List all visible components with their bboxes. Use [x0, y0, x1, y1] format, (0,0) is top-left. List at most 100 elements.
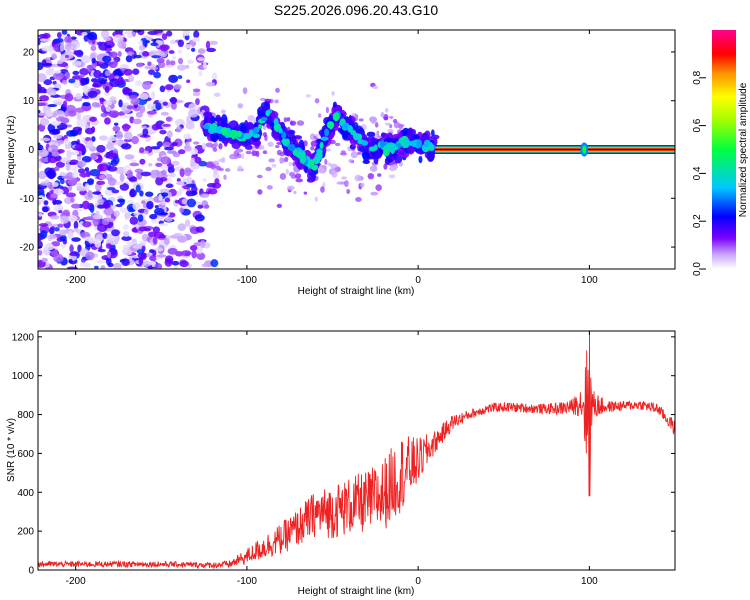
noise-blob — [56, 59, 64, 65]
noise-blob — [62, 209, 71, 217]
noise-blob — [176, 64, 187, 71]
noise-blob — [67, 110, 77, 117]
noise-blob — [150, 42, 159, 47]
signal-peak — [311, 164, 319, 171]
noise-blob — [53, 253, 64, 263]
noise-blob — [177, 75, 183, 80]
noise-blob — [132, 202, 141, 211]
noise-blob — [63, 138, 70, 145]
noise-blob — [61, 175, 73, 179]
noise-blob — [75, 107, 85, 113]
noise-blob — [54, 166, 60, 172]
noise-blob — [119, 173, 125, 182]
noise-blob — [139, 190, 144, 197]
noise-blob — [53, 188, 64, 196]
noise-blob — [103, 200, 110, 209]
noise-blob — [275, 87, 280, 93]
noise-blob — [233, 150, 237, 154]
noise-blob — [98, 135, 108, 141]
noise-blob — [121, 124, 131, 130]
noise-blob — [138, 257, 144, 265]
noise-blob — [196, 252, 206, 261]
noise-blob — [372, 85, 379, 90]
noise-blob — [57, 148, 65, 154]
noise-blob — [212, 147, 218, 152]
noise-blob — [314, 196, 319, 202]
noise-blob — [66, 130, 75, 137]
signal-peak — [416, 139, 423, 148]
signal-blob — [430, 134, 440, 140]
noise-blob — [162, 141, 171, 149]
noise-blob — [173, 84, 182, 90]
noise-blob — [171, 160, 180, 166]
noise-blob — [204, 204, 210, 209]
signal-peak — [400, 139, 408, 147]
noise-blob — [184, 145, 192, 152]
noise-blob — [171, 142, 178, 147]
noise-blob — [286, 185, 295, 191]
noise-blob — [55, 38, 64, 43]
signal-blob — [384, 157, 391, 166]
noise-blob — [179, 168, 185, 178]
noise-blob — [374, 122, 379, 128]
noise-blob — [162, 101, 169, 106]
signal-peak — [288, 144, 296, 152]
noise-blob — [201, 142, 207, 150]
noise-blob — [146, 103, 157, 110]
noise-blob — [85, 140, 94, 150]
colorbar: 0.0 0.2 0.4 0.6 0.8 Normalized spectral ampl… — [692, 30, 749, 276]
noise-blob — [186, 59, 194, 64]
snr-ytick-label: 1000 — [12, 371, 35, 382]
noise-blob — [108, 136, 118, 142]
noise-blob — [62, 100, 68, 108]
noise-blob — [152, 236, 158, 245]
noise-blob — [102, 55, 112, 63]
noise-blob — [60, 106, 67, 112]
noise-blob — [97, 199, 105, 205]
signal-blob — [264, 115, 274, 125]
noise-blob — [107, 187, 116, 191]
noise-blob — [155, 263, 163, 269]
noise-blob — [126, 105, 134, 110]
signal-peak — [281, 138, 289, 144]
noise-blob — [159, 129, 167, 135]
noise-blob — [105, 217, 116, 223]
noise-blob — [205, 40, 211, 50]
noise-blob — [159, 85, 166, 93]
noise-blob — [104, 85, 110, 94]
spectrogram-ytick-label: 10 — [23, 96, 35, 107]
noise-blob — [122, 86, 131, 95]
noise-blob — [119, 115, 131, 119]
noise-blob — [91, 126, 96, 133]
noise-blob — [210, 163, 217, 170]
noise-blob — [199, 193, 210, 198]
noise-blob — [104, 117, 111, 125]
noise-blob — [185, 121, 195, 130]
noise-blob — [194, 214, 205, 222]
noise-blob — [235, 148, 244, 153]
signal-peak — [379, 140, 385, 149]
noise-blob — [133, 30, 142, 33]
noise-blob — [85, 77, 90, 85]
noise-blob — [331, 170, 338, 178]
noise-blob — [169, 96, 177, 105]
noise-blob — [160, 156, 171, 165]
noise-blob — [284, 156, 289, 163]
noise-blob — [45, 109, 53, 118]
noise-blob — [109, 78, 121, 88]
noise-blob — [176, 178, 181, 182]
noise-blob — [320, 186, 325, 193]
colorbar-label: Normalized spectral amplitude — [738, 82, 749, 217]
noise-blob — [262, 150, 268, 155]
noise-blob — [242, 87, 248, 95]
snr-series-line — [38, 331, 675, 570]
noise-blob — [43, 79, 53, 86]
noise-blob — [142, 51, 150, 57]
noise-blob — [370, 191, 379, 196]
noise-blob — [164, 216, 173, 222]
noise-blob — [76, 118, 87, 128]
noise-blob — [84, 167, 90, 173]
noise-blob — [331, 91, 335, 96]
noise-blob — [102, 232, 108, 239]
